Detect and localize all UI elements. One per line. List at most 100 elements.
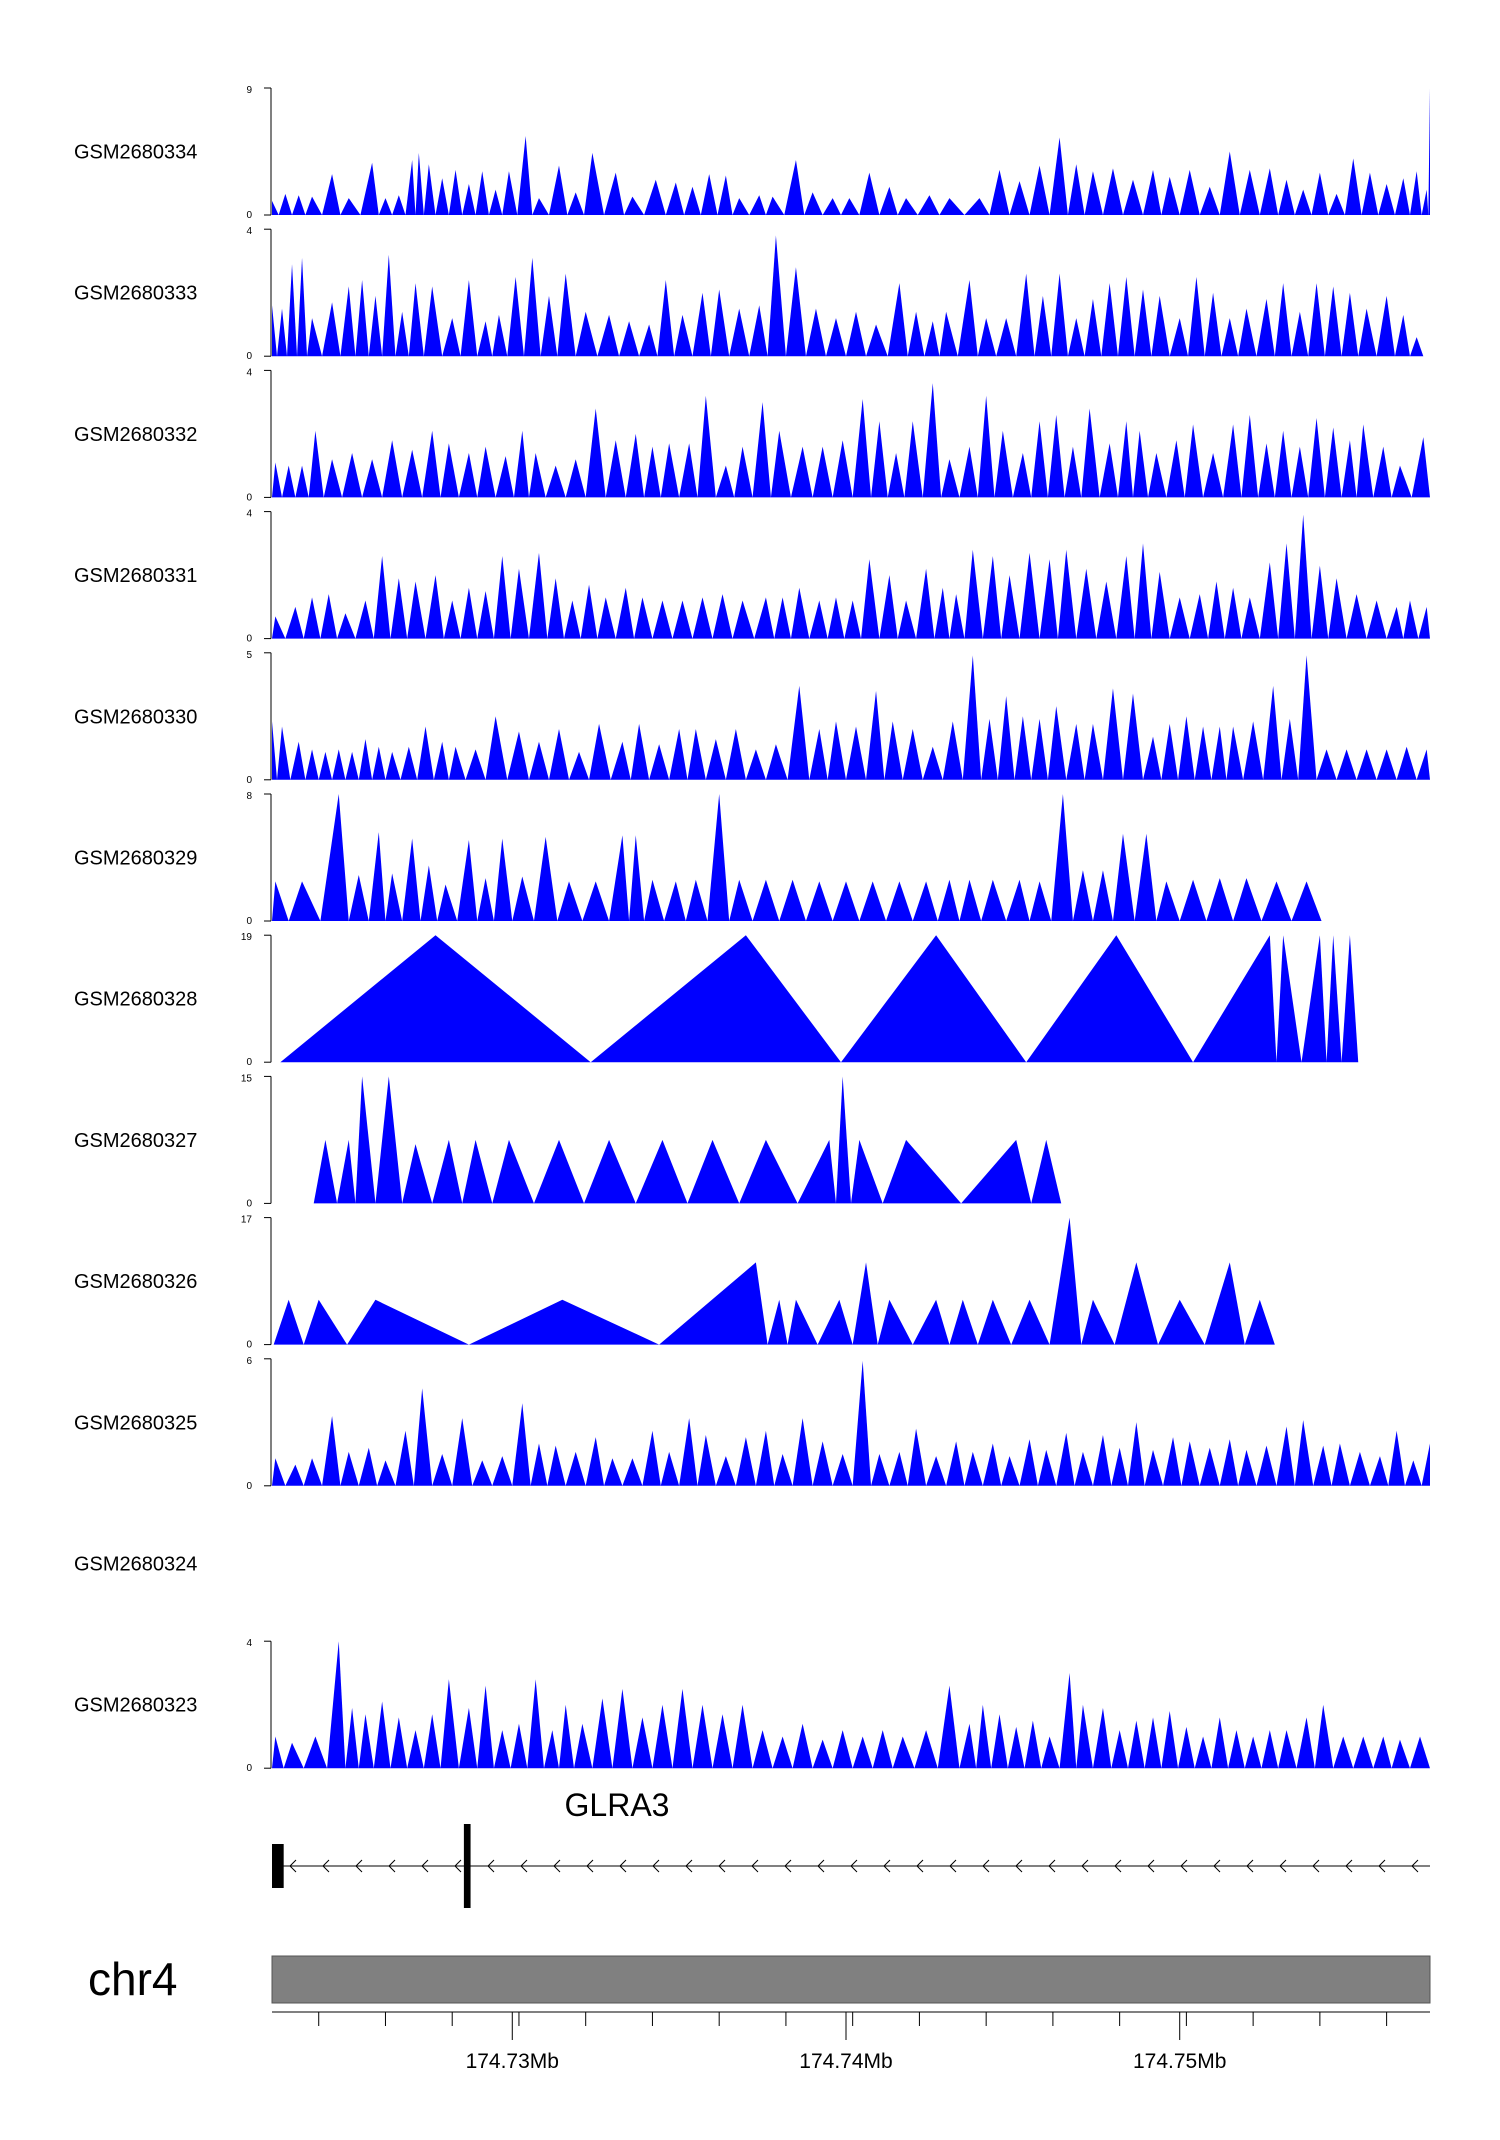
coverage-peak xyxy=(272,721,278,780)
coverage-peak xyxy=(879,186,898,215)
coverage-peak xyxy=(1391,1739,1410,1769)
coverage-peak xyxy=(285,606,304,639)
coverage-peak xyxy=(528,552,548,639)
coverage-peak xyxy=(1056,1432,1075,1486)
coverage-peak xyxy=(845,726,867,780)
coverage-peak xyxy=(1144,1717,1162,1769)
coverage-peak xyxy=(1009,181,1030,215)
coverage-peak xyxy=(892,1736,915,1769)
coverage-peak xyxy=(752,1730,773,1769)
coverage-peak xyxy=(373,556,391,639)
coverage-peak xyxy=(355,1076,376,1204)
track-GSM2680324: GSM2680324 xyxy=(74,1554,197,1576)
coverage-peak xyxy=(1064,446,1082,498)
coverage-peak xyxy=(652,1704,673,1769)
coverage-peak xyxy=(949,594,965,639)
coverage-peak xyxy=(1101,283,1118,357)
coverage-peak xyxy=(305,749,319,780)
coverage-peak xyxy=(877,1299,913,1345)
coverage-peak xyxy=(340,286,356,357)
strand-arrow-icon xyxy=(916,1859,924,1873)
coverage-peak xyxy=(1341,440,1357,498)
coverage-peak xyxy=(981,879,1007,921)
coverage-peak xyxy=(907,1428,927,1486)
coverage-peak xyxy=(502,171,518,215)
track-GSM2680329: GSM2680329 0 8 xyxy=(74,791,1322,927)
coverage-peak xyxy=(1178,716,1195,780)
coverage-peak xyxy=(1122,693,1144,780)
coverage-peak xyxy=(832,440,853,498)
coverage-peak xyxy=(277,308,288,357)
coverage-peak xyxy=(1221,318,1239,357)
coverage-peak xyxy=(1331,1443,1350,1486)
y-tick-label-max: 4 xyxy=(246,1638,252,1649)
coverage-peak xyxy=(425,575,444,639)
coverage-peak xyxy=(477,590,494,639)
strand-arrow-icon xyxy=(1378,1859,1386,1873)
coverage-peak xyxy=(413,1388,433,1486)
coverage-peak xyxy=(754,597,775,639)
coverage-peak xyxy=(547,578,565,639)
track-label: GSM2680324 xyxy=(74,1554,197,1576)
coverage-peak xyxy=(1361,172,1379,215)
coverage-peak xyxy=(272,200,279,215)
coverage-peak xyxy=(1047,706,1067,780)
coverage-peak xyxy=(1373,1736,1392,1769)
strand-arrow-icon xyxy=(982,1859,990,1873)
coverage-peak xyxy=(1259,562,1279,639)
coverage-peak xyxy=(790,587,810,639)
coverage-peak xyxy=(1296,1717,1315,1769)
coverage-peak xyxy=(1314,1704,1334,1769)
coverage-peak xyxy=(1233,878,1262,921)
coverage-peak xyxy=(902,729,923,780)
coverage-peak xyxy=(755,1430,775,1486)
coverage-peak xyxy=(1341,292,1359,357)
coverage-peak xyxy=(477,321,493,357)
coverage-peak xyxy=(1256,1445,1277,1486)
track-label: GSM2680334 xyxy=(74,142,197,164)
coverage-peak xyxy=(540,295,558,357)
coverage-peak xyxy=(884,721,903,780)
coverage-peak xyxy=(495,456,514,498)
coverage-peak xyxy=(1148,452,1167,498)
coverage-peak xyxy=(318,751,333,780)
coverage-peak xyxy=(827,597,845,639)
coverage-peak xyxy=(368,832,386,921)
strand-arrow-icon xyxy=(619,1859,627,1873)
coverage-peak xyxy=(619,321,640,357)
coverage-peak xyxy=(866,324,888,357)
coverage-peak xyxy=(922,383,942,498)
coverage-peak xyxy=(377,1460,396,1486)
coverage-peak xyxy=(402,449,423,498)
coverage-peak xyxy=(585,1437,605,1486)
coverage-peak xyxy=(402,838,421,921)
coverage-peak xyxy=(684,186,701,215)
coverage-peak xyxy=(1049,137,1068,215)
coverage-peak xyxy=(916,568,935,639)
coverage-peak xyxy=(632,1717,653,1769)
coverage-peak xyxy=(1116,556,1135,639)
coverage-peak xyxy=(1092,870,1113,921)
coverage-peak xyxy=(305,196,323,215)
coverage-peak xyxy=(422,430,441,498)
coverage-peak xyxy=(1006,879,1030,921)
strand-arrow-icon xyxy=(421,1859,429,1873)
coverage-peak xyxy=(871,1454,890,1486)
coverage-peak xyxy=(672,1688,693,1769)
coverage-peak xyxy=(994,430,1013,498)
track-GSM2680330: GSM2680330 0 5 xyxy=(74,650,1430,786)
coverage-peak xyxy=(729,879,753,921)
coverage-peak xyxy=(630,723,650,780)
coverage-peak xyxy=(435,178,449,215)
coverage-peak xyxy=(475,171,489,215)
coverage-peak xyxy=(1378,183,1395,215)
coverage-peak xyxy=(1396,746,1417,780)
coverage-peak xyxy=(1328,578,1347,639)
coverage-peak xyxy=(907,311,925,357)
coverage-peak xyxy=(977,318,997,357)
coverage-peak xyxy=(382,254,396,357)
coverage-peak xyxy=(557,273,576,357)
coverage-peak xyxy=(1239,169,1260,215)
coverage-peak xyxy=(1066,723,1085,780)
coverage-peak xyxy=(548,165,568,215)
